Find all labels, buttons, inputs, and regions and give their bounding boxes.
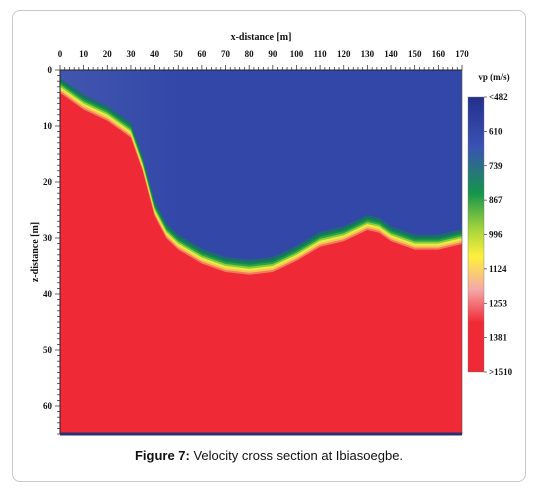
y-axis-title: z-distance [m] xyxy=(30,222,41,282)
colorbar-label-3: 867 xyxy=(489,195,503,205)
caption-prefix: Figure 7: xyxy=(134,448,190,463)
x-tick-label-120: 120 xyxy=(337,49,351,59)
colorbar-label-6: 1253 xyxy=(489,298,508,308)
velocity-cross-section-chart: 0 10 20 30 40 50 60 70 80 90 100 110 120 130 140 150 160… xyxy=(30,32,513,436)
x-axis-title: x-distance [m] xyxy=(231,32,292,43)
velocity-band-8 xyxy=(60,92,462,434)
x-tick-label-150: 150 xyxy=(408,49,422,59)
y-tick-label-30: 30 xyxy=(43,233,53,243)
x-tick-label-50: 50 xyxy=(174,49,184,59)
y-tick-label-40: 40 xyxy=(43,289,53,299)
x-tick-label-140: 140 xyxy=(384,49,398,59)
x-tick-label-130: 130 xyxy=(361,49,375,59)
x-tick-label-160: 160 xyxy=(432,49,446,59)
x-tick-label-170: 170 xyxy=(455,49,469,59)
x-tick-label-90: 90 xyxy=(268,49,278,59)
caption-text: Velocity cross section at Ibiasoegbe. xyxy=(189,448,404,463)
y-tick-label-50: 50 xyxy=(43,345,53,355)
colorbar-title: vp (m/s) xyxy=(478,72,509,82)
colorbar-label-1: 610 xyxy=(489,126,503,136)
colorbar-label-5: 1124 xyxy=(489,264,507,274)
colorbar-label-7: 1381 xyxy=(489,333,508,343)
x-tick-label-70: 70 xyxy=(221,49,231,59)
x-tick-label-0: 0 xyxy=(58,49,63,59)
y-tick-label-60: 60 xyxy=(43,401,53,411)
figure-frame xyxy=(12,10,526,482)
x-tick-label-30: 30 xyxy=(126,49,136,59)
y-tick-label-10: 10 xyxy=(43,121,53,131)
x-tick-label-100: 100 xyxy=(290,49,304,59)
x-tick-label-20: 20 xyxy=(103,49,113,59)
colorbar-label-0: <482 xyxy=(489,92,508,102)
colorbar-label-8: >1510 xyxy=(489,367,513,377)
x-tick-label-110: 110 xyxy=(314,49,328,59)
colorbar-label-2: 739 xyxy=(489,161,503,171)
x-tick-label-80: 80 xyxy=(245,49,255,59)
x-tick-label-10: 10 xyxy=(79,49,89,59)
colorbar-label-4: 996 xyxy=(489,230,503,240)
y-tick-label-0: 0 xyxy=(48,65,53,75)
colorbar-gradient xyxy=(467,96,485,373)
x-tick-label-60: 60 xyxy=(197,49,207,59)
y-tick-label-20: 20 xyxy=(43,177,53,187)
x-tick-label-40: 40 xyxy=(150,49,160,59)
figure-caption: Figure 7: Velocity cross section at Ibia… xyxy=(0,448,538,463)
